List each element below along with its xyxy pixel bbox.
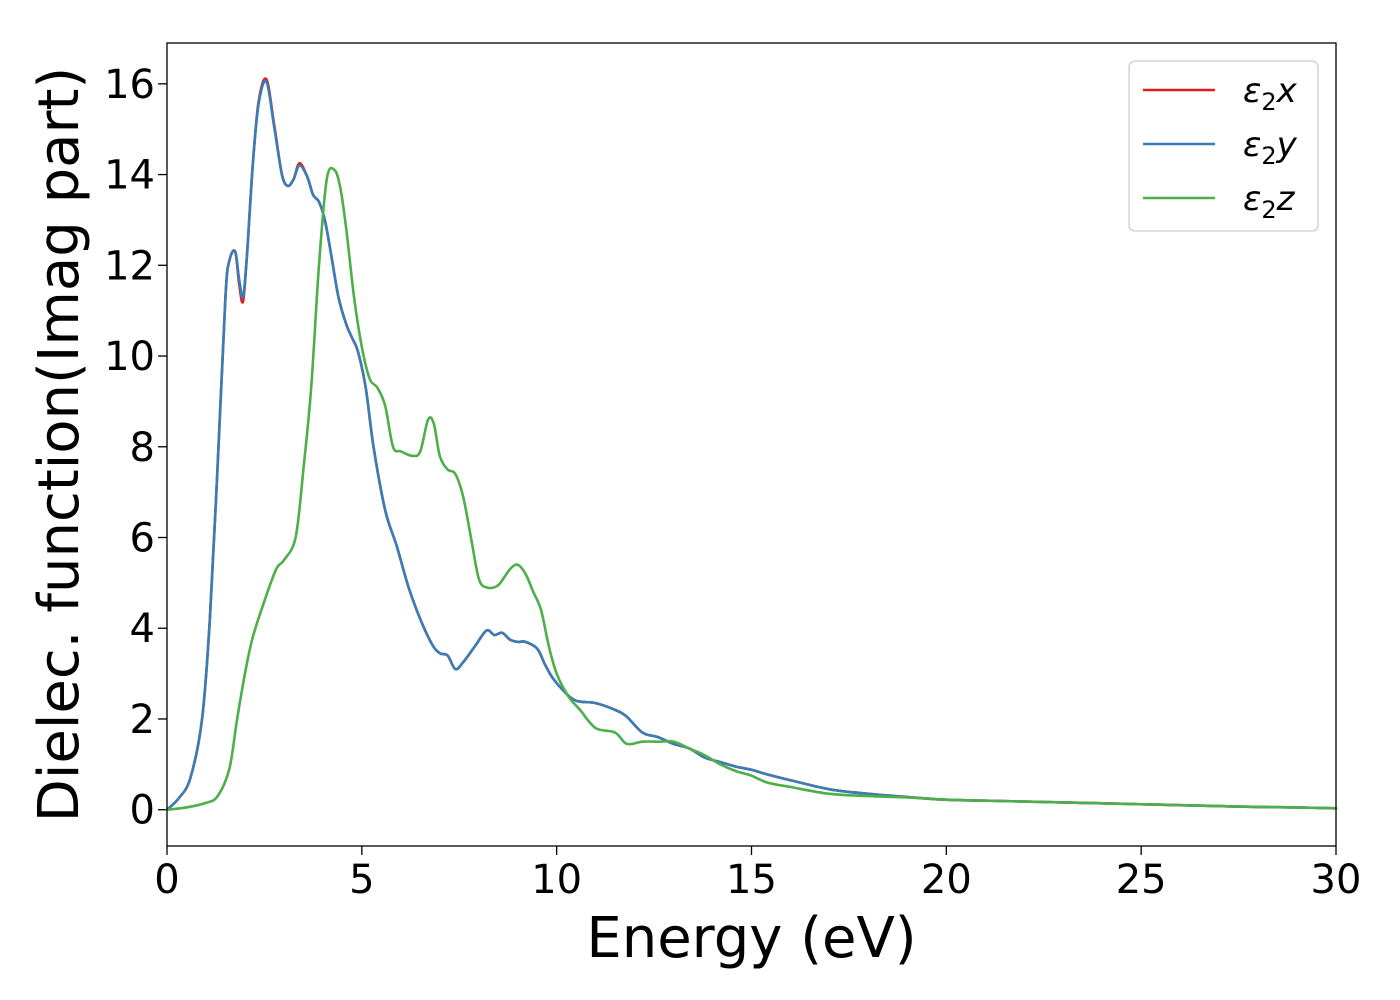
series-line-z: [165, 166, 1338, 812]
y-axis-ticks: 0 2 4 6 8 10 12 14 16: [104, 62, 167, 834]
series-lines: [165, 77, 1338, 812]
y-tick-label: 0: [130, 788, 155, 834]
series-line-y: [165, 79, 1338, 812]
y-tick-label: 10: [104, 334, 155, 380]
y-tick-label: 2: [130, 697, 155, 743]
x-tick-label: 30: [1311, 857, 1362, 903]
x-tick-label: 5: [349, 857, 374, 903]
y-tick-label: 16: [104, 62, 155, 108]
y-tick-label: 6: [130, 516, 155, 562]
y-tick-label: 12: [104, 243, 155, 289]
legend-label-z: ε2z: [1243, 179, 1296, 224]
legend-label-y: ε2y: [1243, 125, 1298, 170]
x-axis-title: Energy (eV): [586, 906, 916, 971]
legend-box: [1128, 60, 1319, 232]
y-tick-label: 4: [130, 606, 155, 652]
y-axis-title: Dielec. function(Imag part): [27, 67, 92, 823]
x-tick-label: 10: [531, 857, 582, 903]
legend-label-x: ε2x: [1243, 71, 1298, 116]
y-tick-label: 8: [130, 425, 155, 471]
plot-frame: [166, 42, 1337, 847]
legend: ε2x ε2y ε2z: [1128, 60, 1319, 232]
x-tick-label: 0: [154, 857, 179, 903]
x-axis-ticks: 0 5 10 15 20 25 30: [154, 846, 1361, 903]
x-tick-label: 15: [726, 857, 777, 903]
x-tick-label: 20: [921, 857, 972, 903]
x-tick-label: 25: [1116, 857, 1167, 903]
y-tick-label: 14: [104, 153, 155, 199]
